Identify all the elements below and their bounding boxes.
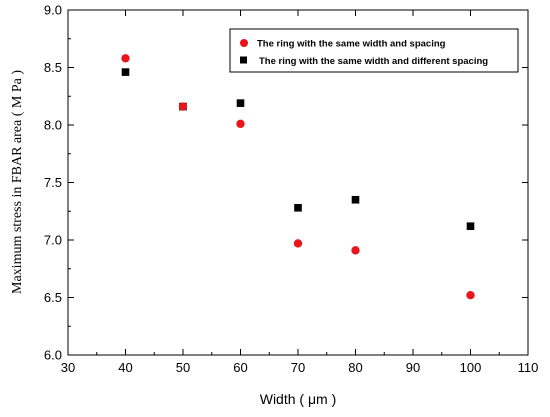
x-tick-label: 70 — [291, 360, 305, 375]
data-point-circle — [178, 102, 188, 111]
legend-marker-circle — [240, 39, 248, 47]
legend-marker-square — [240, 56, 247, 64]
y-tick-label: 6.0 — [44, 348, 62, 363]
data-point-circle — [236, 119, 245, 129]
y-tick-label: 8.5 — [44, 60, 62, 75]
data-point-square — [121, 68, 130, 76]
data-point-circle — [351, 246, 360, 255]
data-point-square — [466, 222, 475, 230]
axis-ticks — [67, 9, 529, 356]
x-axis-title: Width ( μm ) — [260, 391, 337, 407]
legend-label-series-2: The ring with the same width and differe… — [259, 56, 488, 67]
y-tick-label: 6.5 — [44, 290, 62, 305]
data-point-circle — [466, 291, 475, 300]
y-tick-label: 9.0 — [44, 3, 62, 18]
y-tick-label: 7.5 — [44, 175, 62, 190]
y-tick-label: 7.0 — [44, 233, 62, 248]
data-point-square — [236, 99, 245, 107]
x-tick-label: 100 — [460, 360, 482, 375]
x-tick-label: 50 — [176, 360, 190, 375]
data-point-circle — [293, 239, 303, 248]
x-tick-label: 80 — [348, 360, 362, 375]
x-tick-label: 60 — [233, 360, 247, 375]
y-tick-label: 8.0 — [44, 118, 62, 133]
y-axis-title: Maximum stress in FBAR area ( M Pa ) — [10, 70, 25, 294]
legend-label-series-1: The ring with the same width and spacing — [257, 39, 446, 50]
x-tick-label: 30 — [61, 360, 75, 375]
data-points — [121, 54, 475, 300]
legend-box — [229, 28, 519, 73]
tick-labels: 30 40 50 60 70 80 90 100 110 6.0 6.5 7.0 7.5 8.0 8.5 9.… — [44, 3, 538, 376]
x-tick-label: 110 — [518, 360, 539, 375]
x-tick-label: 90 — [406, 360, 420, 375]
data-point-square — [351, 195, 360, 204]
legend: The ring with the same width and spacing… — [229, 28, 519, 73]
data-point-square — [294, 204, 302, 212]
x-tick-label: 40 — [118, 360, 132, 375]
data-point-circle — [121, 54, 130, 63]
